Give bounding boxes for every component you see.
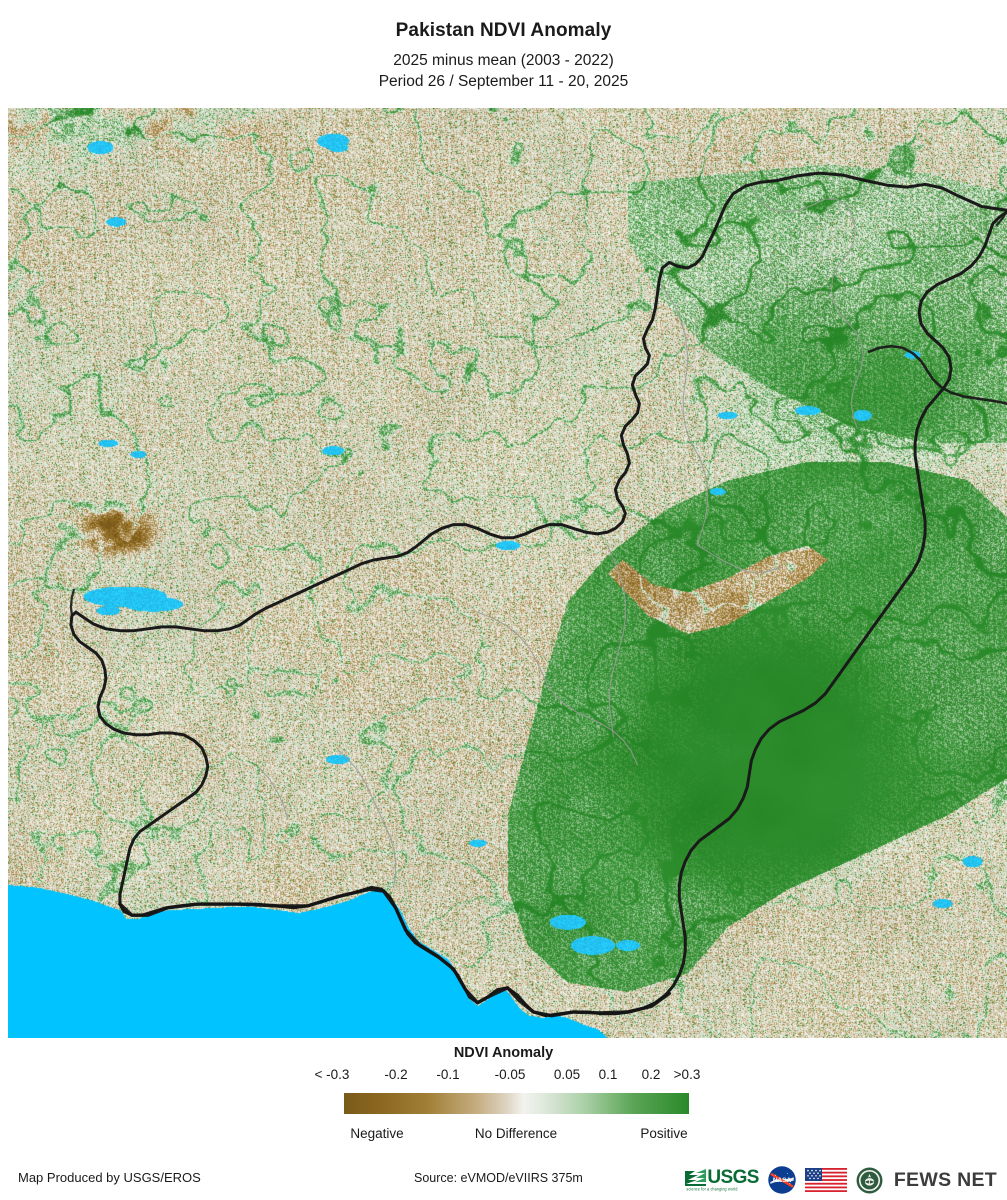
map-boundary-line xyxy=(867,344,1007,405)
legend: NDVI Anomaly < -0.3 -0.2 -0.1 -0.05 0.05 0.1 0… xyxy=(0,1045,1007,1085)
footer-source: Source: eVMOD/eVIIRS 375m xyxy=(414,1171,583,1185)
legend-tick-1: -0.2 xyxy=(384,1067,408,1082)
map-boundary-line xyxy=(337,749,397,888)
map-subtitle-line2: Period 26 / September 11 - 20, 2025 xyxy=(378,73,629,90)
map-boundary-line xyxy=(259,767,289,820)
usgs-tagline: science for a changing world xyxy=(686,1187,738,1193)
map-header: Pakistan NDVI Anomaly 2025 minus mean (2… xyxy=(0,0,1007,92)
legend-color-ramp xyxy=(344,1093,689,1114)
map-boundary-line xyxy=(69,588,75,617)
usgs-wave-icon xyxy=(685,1168,707,1186)
footer: Map Produced by USGS/EROS Source: eVMOD/… xyxy=(0,1160,1007,1200)
footer-logo-bar: USGS science for a changing world NASA xyxy=(685,1164,997,1196)
map-boundary-line xyxy=(69,171,1007,1018)
legend-tick-2: -0.1 xyxy=(436,1067,460,1082)
legend-tick-6: 0.2 xyxy=(641,1067,661,1082)
footer-produced-by: Map Produced by USGS/EROS xyxy=(18,1170,201,1185)
map-boundary-line xyxy=(696,544,782,574)
map-vector-overlay xyxy=(69,171,1007,1018)
map-boundary-line xyxy=(606,544,626,738)
map-boundary-line xyxy=(751,186,864,429)
us-flag-icon xyxy=(804,1168,847,1192)
map-boundary-line xyxy=(118,887,671,1018)
page-title: Pakistan NDVI Anomaly xyxy=(395,20,612,41)
usgs-logo: USGS science for a changing world xyxy=(685,1166,759,1193)
map-boundary-line xyxy=(995,209,1007,227)
legend-caption-1: No Difference xyxy=(474,1126,558,1141)
legend-tick-0: < -0.3 xyxy=(314,1067,350,1082)
ndvi-anomaly-map[interactable] xyxy=(8,108,1007,1038)
usgs-wordmark: USGS xyxy=(707,1166,759,1188)
nasa-logo-icon: NASA xyxy=(768,1166,796,1194)
legend-captions: Negative No Difference Positive xyxy=(0,1126,1007,1146)
state-dept-seal-icon xyxy=(856,1167,883,1193)
legend-tick-4: 0.05 xyxy=(553,1067,581,1082)
legend-tick-labels: < -0.3 -0.2 -0.1 -0.05 0.05 0.1 0.2 >0.3 xyxy=(0,1067,1007,1085)
legend-tick-3: -0.05 xyxy=(494,1067,526,1082)
legend-tick-7: >0.3 xyxy=(673,1067,701,1082)
map-boundary-line xyxy=(476,611,638,766)
legend-caption-0: Negative xyxy=(350,1126,404,1141)
legend-tick-5: 0.1 xyxy=(598,1067,618,1082)
fews-net-wordmark: FEWS NET xyxy=(893,1168,997,1191)
legend-title: NDVI Anomaly xyxy=(453,1045,554,1061)
legend-caption-2: Positive xyxy=(640,1126,688,1141)
svg-text:NASA: NASA xyxy=(773,1177,792,1184)
map-subtitle-line1: 2025 minus mean (2003 - 2022) xyxy=(393,52,614,69)
map-boundary-line xyxy=(658,282,708,546)
